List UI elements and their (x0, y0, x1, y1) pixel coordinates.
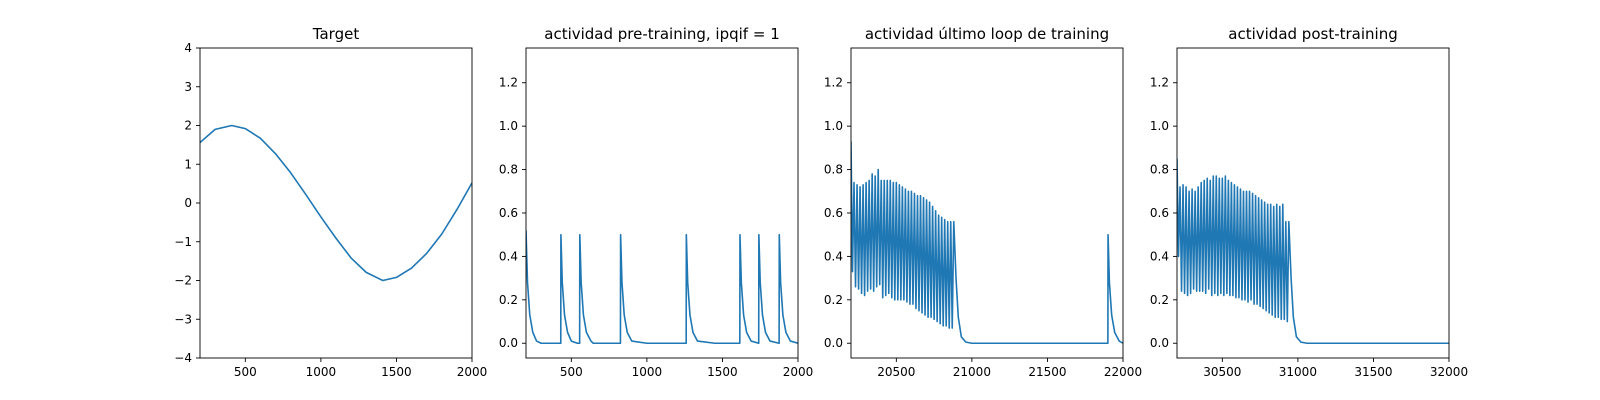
y-tick-label: 0.4 (1150, 249, 1169, 263)
x-tick-label: 500 (234, 365, 257, 379)
x-tick-label: 21000 (953, 365, 991, 379)
y-tick-label: −2 (174, 274, 192, 288)
y-tick-label: 0.0 (499, 336, 518, 350)
y-tick-label: −4 (174, 351, 192, 365)
y-tick-label: 0.6 (1150, 206, 1169, 220)
y-tick-label: 1.2 (1150, 76, 1169, 90)
x-tick-label: 1500 (707, 365, 738, 379)
y-tick-label: 0.2 (1150, 293, 1169, 307)
x-tick-label: 2000 (457, 365, 488, 379)
x-tick-label: 30500 (1203, 365, 1241, 379)
axes-frame (525, 47, 799, 359)
chart-title: actividad último loop de training (865, 25, 1109, 43)
chart-title: actividad post-training (1228, 25, 1397, 43)
y-tick-label: 0.4 (824, 249, 843, 263)
chart-title: actividad pre-training, ipqif = 1 (544, 25, 780, 43)
y-tick-label: 1.2 (499, 76, 518, 90)
y-tick-label: −1 (174, 235, 192, 249)
chart-panel-1: 500 1000 1500 2000 −4 −3 −2 −1 0 1 2 3 4 Target (174, 25, 487, 379)
y-tick-label: 0.0 (824, 336, 843, 350)
chart-panel-4: 30500 31000 31500 32000 0.0 0.2 0.4 0.6 0.8 1.0 1.… (1150, 25, 1468, 379)
axes-frame (199, 47, 473, 359)
y-tick-label: 0.8 (824, 163, 843, 177)
y-tick-label: 0.6 (824, 206, 843, 220)
y-tick-label: 1 (184, 157, 192, 171)
x-tick-label: 500 (560, 365, 583, 379)
x-tick-label: 32000 (1430, 365, 1468, 379)
y-tick-label: 0.8 (1150, 163, 1169, 177)
series-line-1-1 (200, 124, 472, 282)
series-line-4-1 (1177, 158, 1449, 345)
y-tick-label: 0.2 (824, 293, 843, 307)
y-tick-label: 2 (184, 119, 192, 133)
x-tick-label: 1000 (632, 365, 663, 379)
y-tick-label: 1.0 (1150, 119, 1169, 133)
axes-frame (1176, 47, 1450, 359)
x-tick-label: 22000 (1104, 365, 1142, 379)
y-tick-label: 0.6 (499, 206, 518, 220)
series-line-2-1 (526, 230, 798, 345)
y-tick-label: 0.0 (1150, 336, 1169, 350)
x-tick-label: 31000 (1279, 365, 1317, 379)
y-tick-label: 0.2 (499, 293, 518, 307)
y-tick-label: 3 (184, 80, 192, 94)
x-tick-label: 31500 (1354, 365, 1392, 379)
series-line-3-1 (851, 141, 1123, 345)
x-tick-label: 1000 (306, 365, 337, 379)
y-tick-label: 0.8 (499, 163, 518, 177)
axes-frame (850, 47, 1124, 359)
y-tick-label: 1.0 (499, 119, 518, 133)
chart-panel-3: 20500 21000 21500 22000 0.0 0.2 0.4 0.6 0.8 1.0 1.… (824, 25, 1142, 379)
y-tick-label: 4 (184, 41, 192, 55)
x-tick-label: 1500 (381, 365, 412, 379)
y-tick-label: 0.4 (499, 249, 518, 263)
y-tick-label: −3 (174, 312, 192, 326)
chart-title: Target (312, 25, 360, 43)
y-tick-label: 1.2 (824, 76, 843, 90)
x-tick-label: 2000 (783, 365, 814, 379)
x-tick-label: 20500 (877, 365, 915, 379)
y-tick-label: 1.0 (824, 119, 843, 133)
chart-panel-2: 500 1000 1500 2000 0.0 0.2 0.4 0.6 0.8 1.0 1.2 acti… (499, 25, 813, 379)
y-tick-label: 0 (184, 196, 192, 210)
x-tick-label: 21500 (1028, 365, 1066, 379)
